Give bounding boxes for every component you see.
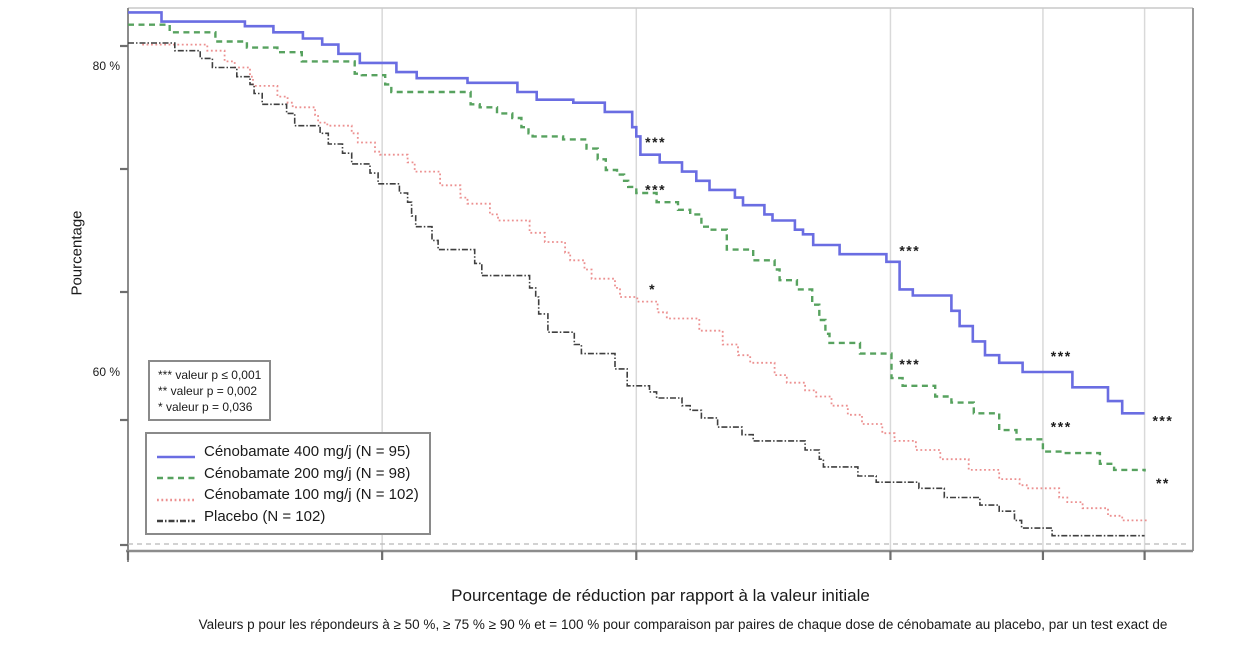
curve-placebo-n-102: [128, 42, 1145, 537]
legend-sample-svg: [157, 455, 195, 459]
y-tick-label-80: 80 %: [92, 59, 120, 73]
curve-c-nobamate-200-mg-j-n-98: [128, 23, 1146, 472]
significance-annotation: *: [649, 281, 656, 297]
figure-caption: Valeurs p pour les répondeurs à ≥ 50 %, …: [198, 617, 1168, 632]
significance-annotation: ***: [899, 243, 920, 259]
significance-annotation: ***: [1051, 348, 1072, 364]
legend-item-cenobamate-100: Cénobamate 100 mg/j (N = 102): [157, 484, 419, 506]
legend-label: Cénobamate 200 mg/j (N = 98): [204, 464, 411, 482]
legend-label: Cénobamate 400 mg/j (N = 95): [204, 443, 411, 461]
pvalue-line-3: * valeur p = 0,036: [158, 400, 253, 414]
pvalue-key-box: *** valeur p ≤ 0,001 ** valeur p = 0,002…: [148, 360, 272, 421]
legend-item-placebo: Placebo (N = 102): [157, 506, 419, 528]
legend-line-sample-dotted-icon: [157, 491, 195, 502]
pvalue-line-1: *** valeur p ≤ 0,001: [158, 368, 262, 382]
significance-annotation: ***: [645, 181, 666, 197]
legend-sample-svg: [157, 519, 195, 523]
legend-item-cenobamate-200: Cénobamate 200 mg/j (N = 98): [157, 463, 419, 485]
x-axis-title: Pourcentage de réduction par rapport à l…: [451, 586, 870, 605]
significance-annotation: ***: [645, 134, 666, 150]
legend-line-sample-solid-icon: [157, 448, 195, 459]
legend-sample-svg: [157, 476, 195, 480]
curve-c-nobamate-400-mg-j-n-95: [128, 11, 1145, 415]
y-axis-title: Pourcentage: [68, 210, 86, 296]
legend-sample-svg: [157, 498, 195, 502]
significance-annotation: **: [1156, 475, 1170, 491]
significance-annotation: ***: [1051, 419, 1072, 435]
significance-annotation: ***: [899, 356, 920, 372]
legend-line-sample-dashed-icon: [157, 469, 195, 480]
legend-label: Cénobamate 100 mg/j (N = 102): [204, 486, 419, 504]
legend-line-sample-dashdot-icon: [157, 512, 195, 523]
significance-annotation: ***: [1152, 412, 1173, 428]
y-tick-label-60: 60 %: [92, 365, 120, 379]
curve-c-nobamate-100-mg-j-n-102: [142, 43, 1149, 522]
legend-label: Placebo (N = 102): [204, 507, 326, 525]
legend: Cénobamate 400 mg/j (N = 95) Cénobamate …: [145, 432, 431, 535]
pvalue-line-2: ** valeur p = 0,002: [158, 384, 258, 398]
legend-item-cenobamate-400: Cénobamate 400 mg/j (N = 95): [157, 441, 419, 463]
